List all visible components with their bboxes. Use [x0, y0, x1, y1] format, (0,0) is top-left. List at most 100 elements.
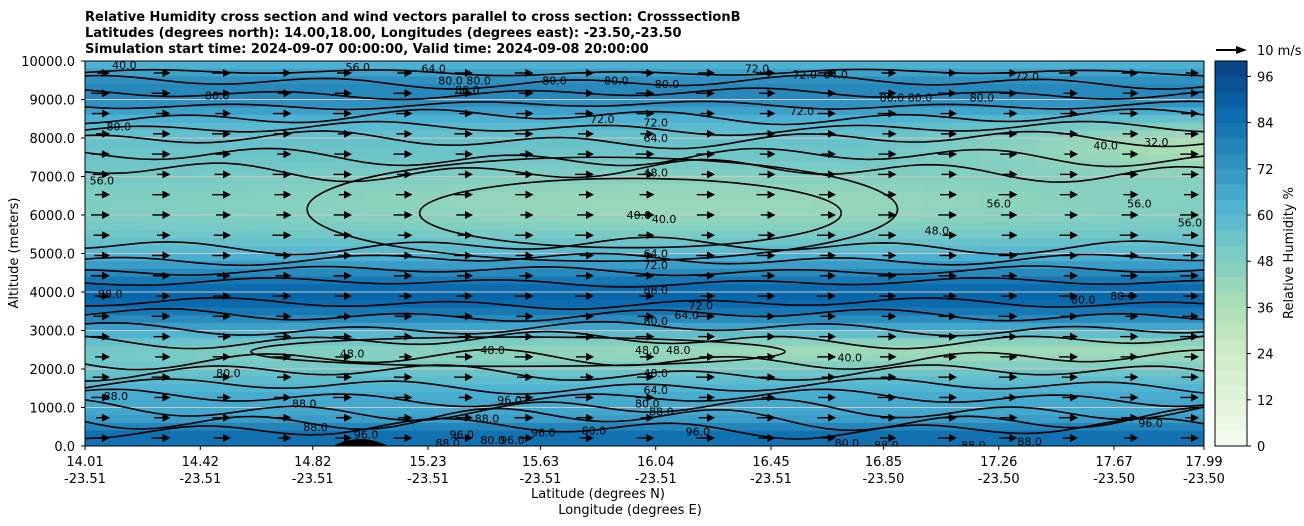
wind-vector-arrow	[943, 352, 957, 361]
humidity-cell	[224, 184, 254, 193]
wind-vector-arrow	[1003, 393, 1018, 402]
humidity-cell	[504, 122, 534, 131]
humidity-cell	[840, 315, 869, 324]
humidity-cell	[140, 61, 170, 70]
humidity-cell	[840, 353, 869, 362]
wind-vector-arrow	[696, 373, 715, 382]
humidity-cell	[168, 376, 198, 385]
humidity-cell	[224, 215, 254, 224]
humidity-cell	[532, 122, 562, 131]
humidity-cell	[420, 376, 450, 385]
wind-vector-arrow	[337, 129, 352, 138]
humidity-cell	[896, 268, 925, 278]
humidity-cell	[1176, 361, 1204, 370]
humidity-cell	[1148, 415, 1177, 424]
humidity-cell	[700, 84, 730, 93]
humidity-cell	[980, 138, 1009, 147]
humidity-cell	[476, 222, 506, 231]
humidity-cell	[364, 230, 394, 239]
humidity-cell	[840, 215, 869, 224]
humidity-cell	[252, 422, 282, 432]
contour-label: 72.0	[643, 117, 668, 130]
humidity-cell	[700, 384, 730, 393]
humidity-cell	[896, 245, 925, 255]
humidity-cell	[1120, 215, 1149, 224]
humidity-cell	[1148, 107, 1177, 116]
humidity-cell	[868, 261, 897, 270]
humidity-cell	[728, 68, 758, 77]
contour-label: 56.0	[90, 174, 115, 187]
humidity-cell	[252, 268, 282, 278]
humidity-cell	[952, 230, 981, 239]
humidity-cell	[840, 184, 869, 193]
humidity-cell	[364, 438, 394, 446]
humidity-cell	[1092, 138, 1121, 147]
humidity-cell	[168, 68, 198, 77]
x-tick-label-latitude: 15.63	[522, 455, 559, 470]
humidity-cell	[308, 84, 338, 93]
humidity-cell	[476, 407, 506, 416]
humidity-cell	[448, 114, 478, 124]
humidity-cell	[952, 422, 981, 432]
humidity-cell	[1064, 238, 1093, 247]
wind-vector-arrow	[393, 271, 413, 280]
humidity-cell	[840, 145, 869, 154]
humidity-cell	[392, 369, 422, 378]
humidity-cell	[112, 322, 142, 332]
humidity-cell	[1036, 184, 1065, 193]
humidity-cell	[168, 338, 198, 347]
humidity-cell	[952, 369, 981, 378]
humidity-cell	[980, 392, 1009, 401]
wind-vector-arrow	[576, 271, 594, 280]
wind-vector-arrow	[333, 393, 352, 402]
humidity-cell	[672, 145, 702, 154]
humidity-cell	[588, 307, 618, 316]
humidity-cell	[840, 299, 869, 308]
humidity-cell	[532, 315, 562, 324]
wind-vector-arrow	[276, 312, 292, 321]
wind-vector-arrow	[700, 109, 715, 118]
humidity-cell	[196, 107, 226, 116]
humidity-cell	[700, 168, 730, 178]
wind-vector-arrow	[999, 89, 1018, 98]
humidity-cell	[672, 107, 702, 116]
contour-line	[85, 296, 1204, 311]
humidity-cell	[952, 345, 981, 355]
humidity-cell	[588, 369, 618, 378]
humidity-cell	[448, 376, 478, 385]
contour-label: 72.0	[643, 259, 668, 272]
humidity-cell	[980, 330, 1009, 339]
humidity-cell	[952, 284, 981, 293]
wind-vector-arrow	[879, 292, 897, 301]
humidity-cell	[532, 330, 562, 339]
humidity-cell	[1064, 338, 1093, 347]
humidity-cell	[896, 330, 925, 339]
humidity-cell	[252, 215, 282, 224]
humidity-cell	[1148, 253, 1177, 262]
wind-vector-arrow	[1124, 373, 1139, 382]
humidity-cell	[1008, 268, 1037, 278]
humidity-cell	[756, 215, 785, 224]
wind-vector-arrow	[943, 292, 957, 301]
wind-vector-arrow	[756, 413, 776, 422]
humidity-cell	[420, 61, 450, 70]
humidity-cell	[644, 76, 674, 85]
humidity-cell	[336, 207, 366, 216]
humidity-cell	[336, 84, 366, 93]
humidity-cell	[448, 145, 478, 154]
humidity-cell	[952, 361, 981, 370]
humidity-cell	[420, 422, 450, 432]
humidity-cell	[868, 207, 897, 216]
humidity-cell	[1176, 268, 1204, 278]
colorbar-band	[1215, 138, 1247, 154]
humidity-cell	[448, 168, 478, 178]
wind-vector-arrow	[1181, 373, 1199, 382]
humidity-cell	[700, 207, 730, 216]
wind-vector-arrow	[516, 312, 534, 321]
humidity-cell	[952, 292, 981, 301]
humidity-cell	[952, 299, 981, 308]
humidity-cell	[1036, 345, 1065, 355]
humidity-cell	[812, 61, 841, 70]
humidity-cell	[980, 238, 1009, 247]
humidity-cell	[700, 122, 730, 131]
